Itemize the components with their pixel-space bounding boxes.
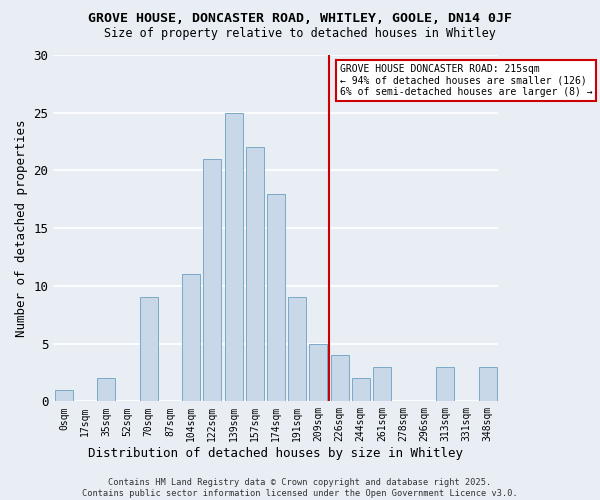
Bar xyxy=(267,194,285,402)
Text: GROVE HOUSE, DONCASTER ROAD, WHITLEY, GOOLE, DN14 0JF: GROVE HOUSE, DONCASTER ROAD, WHITLEY, GO… xyxy=(88,12,512,26)
Bar xyxy=(246,148,264,402)
Bar xyxy=(310,344,328,402)
Bar xyxy=(224,112,242,402)
Bar xyxy=(352,378,370,402)
X-axis label: Distribution of detached houses by size in Whitley: Distribution of detached houses by size … xyxy=(88,447,463,460)
Bar xyxy=(436,366,454,402)
Bar xyxy=(479,366,497,402)
Bar xyxy=(55,390,73,402)
Text: Size of property relative to detached houses in Whitley: Size of property relative to detached ho… xyxy=(104,28,496,40)
Y-axis label: Number of detached properties: Number of detached properties xyxy=(15,120,28,337)
Text: GROVE HOUSE DONCASTER ROAD: 215sqm
← 94% of detached houses are smaller (126)
6%: GROVE HOUSE DONCASTER ROAD: 215sqm ← 94%… xyxy=(340,64,592,98)
Bar xyxy=(140,298,158,402)
Bar xyxy=(373,366,391,402)
Bar xyxy=(331,355,349,402)
Text: Contains HM Land Registry data © Crown copyright and database right 2025.
Contai: Contains HM Land Registry data © Crown c… xyxy=(82,478,518,498)
Bar xyxy=(203,159,221,402)
Bar xyxy=(182,274,200,402)
Bar xyxy=(288,298,306,402)
Bar xyxy=(97,378,115,402)
